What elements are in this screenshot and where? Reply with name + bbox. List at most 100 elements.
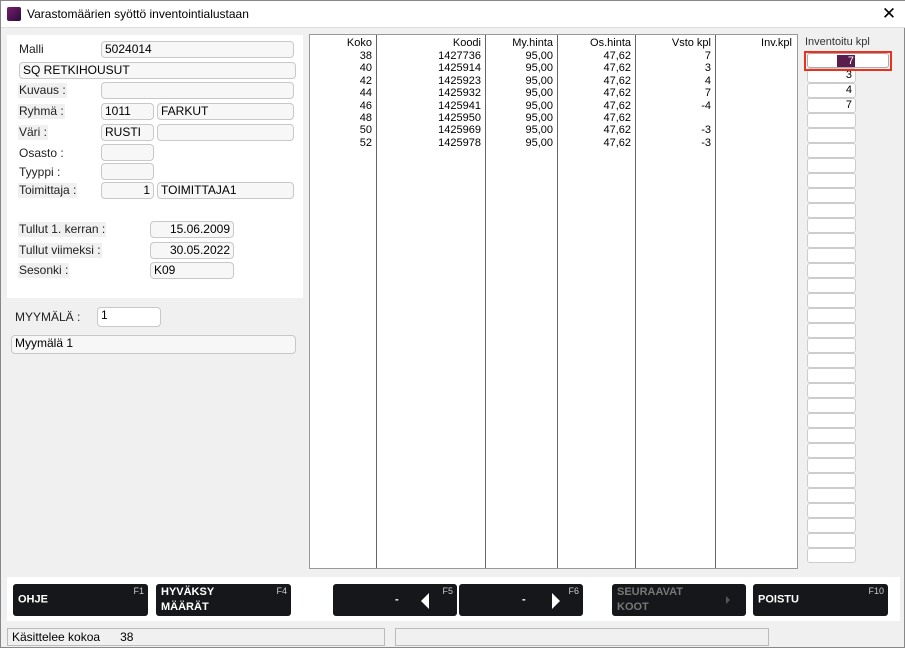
table-cell[interactable]: -4 — [701, 99, 711, 112]
table-cell[interactable]: 48 — [359, 112, 372, 124]
inventory-input[interactable] — [807, 263, 856, 278]
table-cell[interactable] — [636, 112, 711, 124]
table-cell[interactable]: 47,62 — [603, 112, 631, 124]
column-header[interactable]: Koodi — [452, 37, 481, 49]
inventory-input[interactable] — [807, 518, 856, 533]
inventory-input[interactable]: 4 — [807, 83, 856, 98]
table-cell[interactable]: 47,62 — [603, 87, 631, 100]
table-cell[interactable] — [716, 137, 792, 149]
vari-code-field[interactable]: RUSTI — [101, 124, 154, 141]
table-cell[interactable]: 3 — [704, 62, 711, 75]
tullutv-field[interactable]: 30.05.2022 — [150, 242, 234, 259]
inventory-input[interactable] — [807, 113, 856, 128]
inventory-input[interactable] — [807, 488, 856, 503]
table-cell[interactable]: 95,00 — [525, 50, 553, 62]
table-cell[interactable]: 1425978 — [438, 136, 481, 149]
table-cell[interactable]: 1427736 — [438, 50, 481, 62]
column-header[interactable]: Koko — [346, 37, 372, 49]
table-cell[interactable]: 38 — [359, 50, 372, 62]
inventory-input[interactable] — [807, 428, 856, 443]
column-header[interactable]: Os.hinta — [590, 37, 631, 49]
table-cell[interactable]: 44 — [359, 87, 372, 100]
table-cell[interactable] — [716, 87, 792, 99]
column-header[interactable]: My.hinta — [512, 37, 553, 49]
tullut1-field[interactable]: 15.06.2009 — [150, 221, 234, 238]
inventory-input[interactable] — [807, 203, 856, 218]
inventory-input[interactable] — [807, 278, 856, 293]
toimittaja-code-field[interactable]: 1 — [101, 182, 154, 199]
table-cell[interactable]: 46 — [359, 99, 372, 112]
table-cell[interactable]: 7 — [704, 87, 711, 100]
osasto-field[interactable] — [101, 144, 154, 161]
table-cell[interactable]: 40 — [359, 62, 372, 75]
ohje-button[interactable]: F1 OHJE — [13, 584, 148, 616]
inventory-input[interactable] — [807, 143, 856, 158]
table-cell[interactable]: 1425923 — [438, 74, 481, 87]
table-cell[interactable]: 1425914 — [438, 62, 481, 75]
inventory-input[interactable] — [807, 413, 856, 428]
inventory-input[interactable] — [807, 128, 856, 143]
inventory-input[interactable] — [807, 188, 856, 203]
table-cell[interactable]: 42 — [359, 74, 372, 87]
inventory-input[interactable]: 7 — [807, 98, 856, 113]
inventory-input[interactable] — [807, 353, 856, 368]
table-cell[interactable]: 1425950 — [438, 112, 481, 124]
table-cell[interactable]: 47,62 — [603, 99, 631, 112]
product-name-field[interactable]: SQ RETKIHOUSUT — [19, 62, 296, 79]
table-cell[interactable]: 47,62 — [603, 124, 631, 137]
table-cell[interactable] — [716, 50, 792, 62]
table-cell[interactable]: 1425969 — [438, 124, 481, 137]
table-cell[interactable]: 1425932 — [438, 87, 481, 100]
inventory-input[interactable] — [807, 368, 856, 383]
inventory-input[interactable] — [807, 548, 856, 563]
column-header[interactable]: Vsto kpl — [671, 37, 711, 49]
inventory-input[interactable] — [807, 533, 856, 548]
table-cell[interactable]: 95,00 — [525, 99, 553, 112]
table-cell[interactable]: -3 — [701, 124, 711, 137]
ryhma-name-field[interactable]: FARKUT — [157, 103, 294, 120]
previous-button[interactable]: F5 - — [333, 584, 457, 616]
inventory-input[interactable] — [807, 443, 856, 458]
inventory-input[interactable] — [807, 173, 856, 188]
table-cell[interactable]: 4 — [704, 74, 711, 87]
inventory-input[interactable] — [807, 473, 856, 488]
table-cell[interactable]: 47,62 — [603, 62, 631, 75]
inventory-input[interactable] — [807, 503, 856, 518]
inventory-input[interactable] — [807, 383, 856, 398]
table-cell[interactable] — [716, 75, 792, 87]
close-icon[interactable]: ✕ — [881, 4, 897, 23]
table-cell[interactable]: 95,00 — [525, 87, 553, 100]
toimittaja-name-field[interactable]: TOIMITTAJA1 — [157, 182, 294, 199]
table-cell[interactable]: 95,00 — [525, 124, 553, 137]
kuvaus-field[interactable] — [101, 82, 294, 99]
table-cell[interactable]: 95,00 — [525, 112, 553, 124]
inventory-input-active-value[interactable]: 7 — [837, 55, 855, 67]
inventory-input[interactable] — [807, 248, 856, 263]
table-cell[interactable]: 52 — [359, 136, 372, 149]
store-code-field[interactable]: 1 — [97, 307, 161, 327]
inventory-input[interactable] — [807, 158, 856, 173]
table-cell[interactable] — [716, 124, 792, 136]
table-cell[interactable]: 47,62 — [603, 74, 631, 87]
table-cell[interactable]: 50 — [359, 124, 372, 137]
next-button[interactable]: F6 - — [459, 584, 583, 616]
ryhma-code-field[interactable]: 1011 — [101, 103, 154, 120]
vari-name-field[interactable] — [157, 124, 294, 141]
table-cell[interactable]: 47,62 — [603, 136, 631, 149]
table-cell[interactable]: 1425941 — [438, 99, 481, 112]
inventory-input[interactable]: 3 — [807, 68, 856, 83]
inventory-input[interactable] — [807, 338, 856, 353]
table-cell[interactable]: 95,00 — [525, 136, 553, 149]
inventory-input[interactable] — [807, 233, 856, 248]
table-cell[interactable]: -3 — [701, 136, 711, 149]
seuraavat-koot-button[interactable]: SEURAAVAT KOOT — [612, 584, 746, 616]
inventory-input[interactable] — [807, 323, 856, 338]
sesonki-field[interactable]: K09 — [150, 262, 234, 279]
table-cell[interactable] — [716, 112, 792, 124]
malli-field[interactable]: 5024014 — [101, 41, 294, 58]
tyyppi-field[interactable] — [101, 163, 154, 180]
inventory-input[interactable] — [807, 293, 856, 308]
table-cell[interactable] — [716, 62, 792, 74]
poistu-button[interactable]: F10 POISTU — [753, 584, 888, 616]
store-name-field[interactable]: Myymälä 1 — [11, 335, 296, 354]
